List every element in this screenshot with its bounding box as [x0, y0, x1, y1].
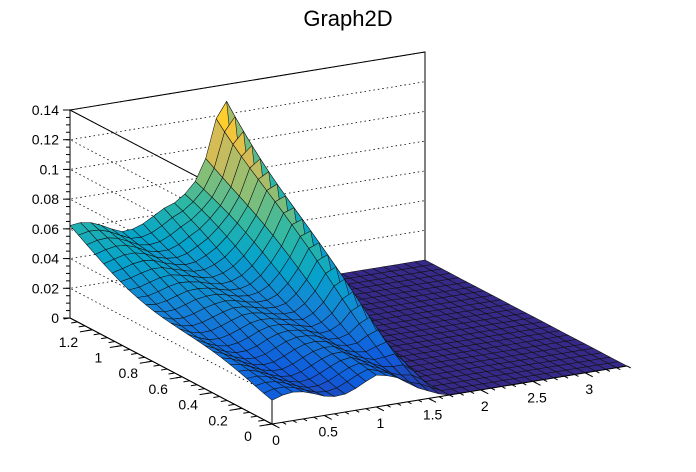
- surface-mesh: [69, 101, 628, 401]
- x-minor-tick: [501, 386, 506, 389]
- axis-ticks: 00.511.522.5300.20.40.60.811.200.020.040…: [32, 102, 631, 448]
- x-tick-label: 2: [481, 398, 489, 414]
- x-minor-tick: [344, 411, 350, 415]
- y-minor-tick: [71, 321, 78, 324]
- x-minor-tick: [459, 392, 464, 396]
- y-minor-tick: [160, 368, 168, 371]
- z-tick-label: 0.08: [32, 191, 59, 207]
- y-minor-tick: [78, 325, 86, 328]
- y-tick-label: 0.2: [208, 412, 228, 428]
- x-minor-tick: [323, 415, 329, 418]
- x-minor-tick: [553, 377, 558, 381]
- y-tick-label: 1.2: [59, 334, 79, 350]
- x-minor-tick: [532, 380, 538, 384]
- x-minor-tick: [303, 418, 308, 422]
- z-tick-label: 0.02: [32, 280, 59, 296]
- y-minor-tick: [116, 344, 123, 347]
- z-tick-label: 0.12: [32, 132, 59, 148]
- z-tick-label: 0.14: [32, 102, 59, 118]
- y-minor-tick: [123, 348, 130, 351]
- x-minor-tick: [313, 416, 318, 420]
- x-tick-label: 0.5: [318, 423, 338, 439]
- y-tick-label: 0.4: [178, 397, 198, 413]
- y-minor-tick: [228, 403, 235, 406]
- x-minor-tick: [564, 375, 569, 379]
- y-minor-tick: [220, 399, 228, 402]
- x-minor-tick: [522, 382, 527, 386]
- x-minor-tick: [334, 413, 339, 417]
- x-minor-tick: [365, 408, 370, 412]
- y-minor-tick: [183, 380, 190, 383]
- y-minor-tick: [235, 407, 243, 410]
- x-minor-tick: [292, 420, 297, 423]
- x-minor-tick: [407, 401, 412, 405]
- x-tick-label: 3: [585, 381, 593, 397]
- x-minor-tick: [397, 403, 402, 406]
- x-minor-tick: [480, 389, 485, 393]
- x-minor-tick: [595, 370, 600, 374]
- x-minor-tick: [574, 374, 579, 377]
- y-minor-tick: [190, 384, 198, 387]
- y-minor-tick: [130, 352, 138, 355]
- x-minor-tick: [470, 391, 475, 394]
- y-tick-label: 0.8: [119, 365, 139, 381]
- x-tick-label: 1.5: [423, 406, 443, 422]
- x-minor-tick: [511, 384, 517, 388]
- y-minor-tick: [93, 333, 101, 336]
- x-minor-tick: [605, 368, 611, 372]
- y-minor-tick: [250, 415, 258, 418]
- x-minor-tick: [616, 367, 621, 371]
- x-minor-tick: [376, 406, 381, 410]
- x-tick-label: 1: [377, 415, 385, 431]
- x-minor-tick: [585, 372, 590, 376]
- y-minor-tick: [213, 396, 220, 399]
- y-axis-line: [69, 317, 273, 425]
- x-minor-tick: [271, 423, 276, 427]
- x-minor-tick: [491, 387, 496, 391]
- y-minor-tick: [265, 423, 273, 426]
- x-tick-label: 2.5: [527, 389, 547, 405]
- x-minor-tick: [355, 409, 360, 413]
- y-minor-tick: [153, 364, 160, 367]
- y-minor-tick: [101, 337, 108, 340]
- x-minor-tick: [626, 365, 631, 369]
- x-tick-label: 0: [272, 432, 280, 448]
- y-minor-tick: [86, 329, 93, 332]
- chart-title: Graph2D: [303, 6, 392, 31]
- x-minor-tick: [449, 394, 454, 398]
- z-tick-label: 0.04: [32, 251, 59, 267]
- y-minor-tick: [198, 388, 205, 391]
- y-minor-tick: [145, 360, 153, 363]
- y-minor-tick: [258, 419, 265, 422]
- y-minor-tick: [175, 376, 183, 379]
- y-minor-tick: [168, 372, 175, 375]
- z-tick-label: 0: [51, 310, 59, 326]
- x-minor-tick: [282, 421, 287, 425]
- y-minor-tick: [108, 341, 115, 344]
- y-tick-label: 1: [94, 349, 102, 365]
- y-minor-tick: [138, 356, 145, 359]
- z-tick-label: 0.1: [40, 161, 60, 177]
- x-minor-tick: [417, 399, 423, 403]
- y-tick-label: 0: [244, 428, 252, 444]
- x-minor-tick: [386, 404, 391, 408]
- x-minor-tick: [543, 379, 548, 383]
- y-tick-label: 0.6: [148, 381, 168, 397]
- y-minor-tick: [205, 392, 213, 395]
- x-minor-tick: [428, 397, 433, 401]
- x-minor-tick: [438, 396, 444, 400]
- z-tick-label: 0.06: [32, 221, 59, 237]
- y-minor-tick: [243, 411, 250, 414]
